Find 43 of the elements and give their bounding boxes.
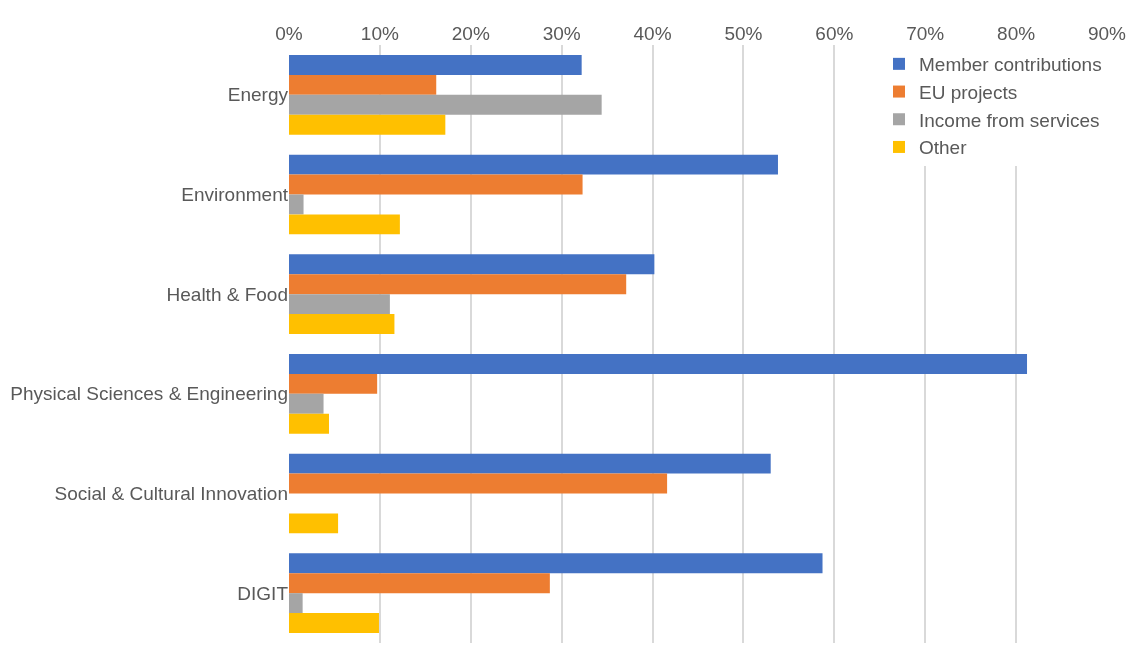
bar — [289, 393, 324, 414]
bar — [289, 373, 378, 394]
bar — [289, 513, 339, 534]
x-tick-label: 20% — [451, 23, 490, 45]
bar — [289, 94, 602, 115]
y-tick-label: Environment — [181, 184, 289, 206]
bar — [289, 74, 437, 95]
y-tick-label: Energy — [227, 84, 289, 106]
bar — [289, 573, 550, 594]
bar — [289, 274, 627, 295]
bar — [289, 294, 390, 315]
x-tick-label: 80% — [997, 23, 1036, 45]
y-tick-label: Health & Food — [166, 283, 288, 305]
x-tick-label: 60% — [815, 23, 854, 45]
legend-label: Member contributions — [919, 54, 1102, 76]
x-tick-label: 30% — [542, 23, 581, 45]
legend-label: EU projects — [919, 81, 1018, 103]
y-tick-label: Physical Sciences & Engineering — [10, 383, 288, 405]
y-tick-label: Social & Cultural Innovation — [54, 483, 288, 505]
bar — [289, 593, 303, 614]
bar — [289, 413, 329, 434]
x-tick-label: 50% — [724, 23, 763, 45]
bar — [289, 353, 1028, 374]
bar — [289, 154, 778, 175]
x-tick-label: 10% — [360, 23, 400, 45]
x-tick-label: 0% — [275, 23, 303, 45]
x-tick-label: 40% — [633, 23, 672, 45]
legend-label: Other — [919, 137, 968, 159]
bar — [289, 473, 668, 494]
bar — [289, 214, 400, 235]
bar — [289, 54, 582, 75]
bar — [289, 314, 395, 335]
bar — [289, 114, 446, 135]
x-tick-label: 70% — [906, 23, 945, 45]
x-tick-label: 90% — [1087, 23, 1127, 45]
bar — [289, 453, 771, 474]
bar — [289, 553, 823, 574]
bar — [289, 174, 583, 195]
bar — [289, 194, 304, 215]
y-tick-label: DIGIT — [237, 582, 289, 604]
bar — [289, 254, 655, 275]
bar — [289, 613, 379, 634]
legend-label: Income from services — [919, 109, 1100, 131]
